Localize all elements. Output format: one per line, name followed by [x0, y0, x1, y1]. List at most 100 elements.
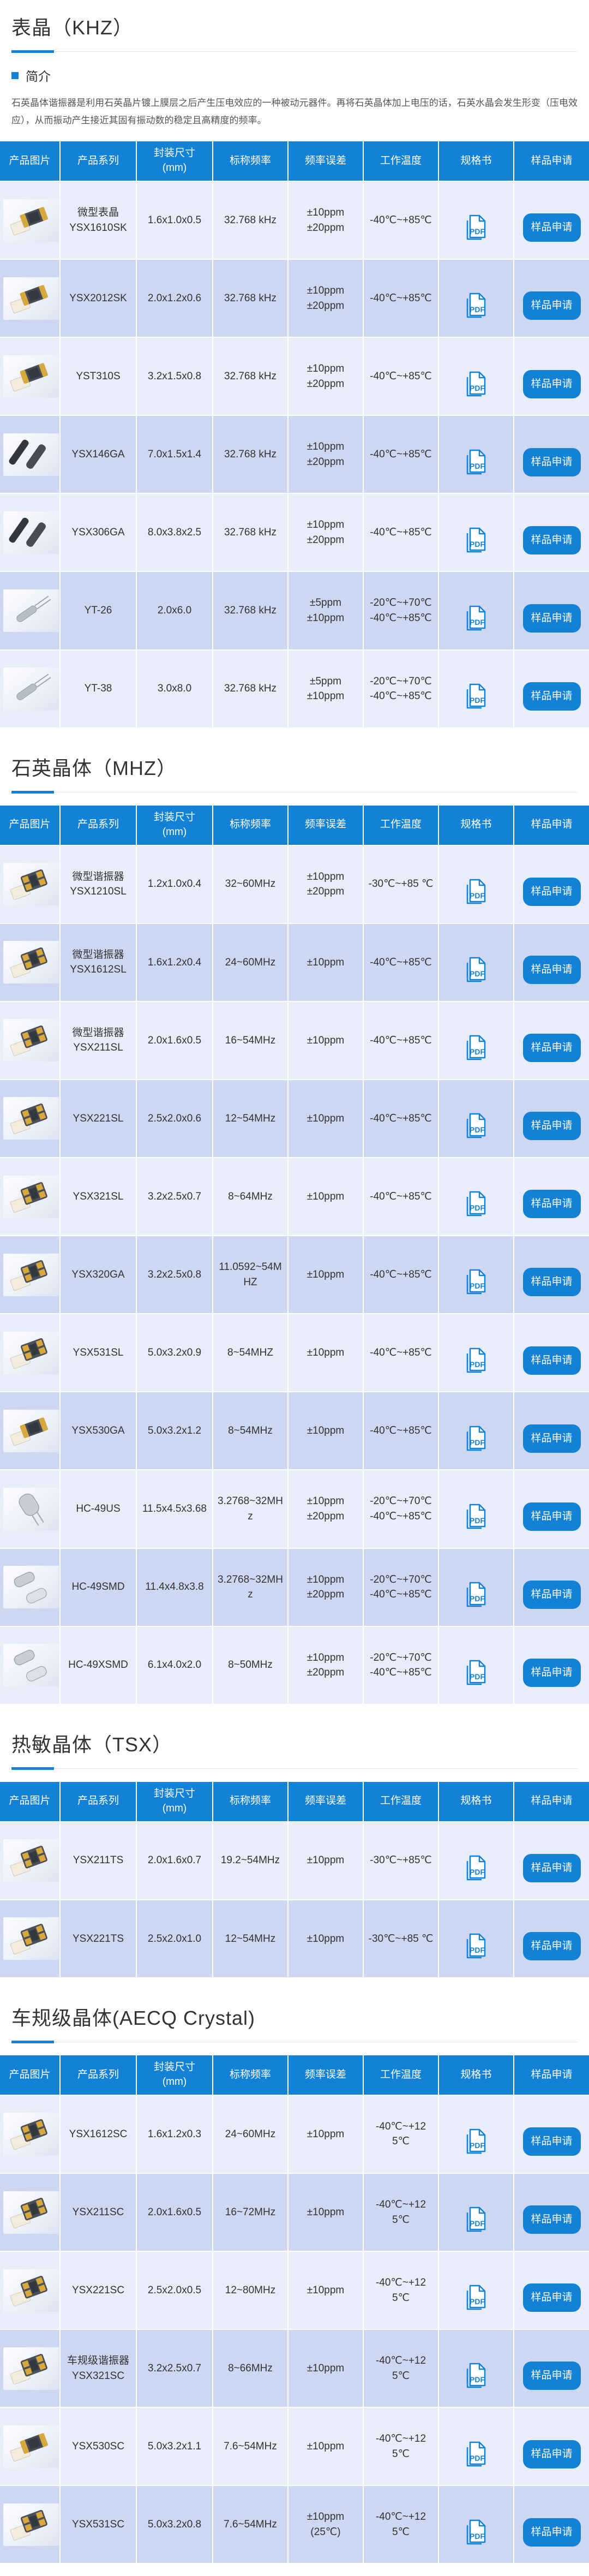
cell-sample-request: 样品申请 — [514, 1313, 589, 1392]
column-header: 样品申请 — [514, 1781, 589, 1821]
product-photo-tile — [3, 1331, 59, 1374]
sample-request-button[interactable]: 样品申请 — [522, 1658, 581, 1687]
cell-sample-request: 样品申请 — [514, 1235, 589, 1314]
product-photo — [10, 1338, 47, 1369]
pdf-icon[interactable]: PDF — [465, 371, 487, 397]
cell-nominal-frequency: 12~54MHz — [213, 1078, 289, 1158]
sample-request-button[interactable]: 样品申请 — [522, 1932, 581, 1961]
pdf-icon[interactable]: PDF — [465, 527, 487, 553]
cell-frequency-tolerance: ±10ppm — [289, 1157, 364, 1236]
sample-request-button[interactable]: 样品申请 — [522, 2283, 581, 2312]
sample-request-button[interactable]: 样品申请 — [522, 2440, 581, 2468]
pdf-icon-label: PDF — [470, 1946, 485, 1954]
pdf-icon[interactable]: PDF — [465, 2285, 487, 2311]
sample-request-button[interactable]: 样品申请 — [522, 1502, 581, 1531]
pdf-icon[interactable]: PDF — [465, 1660, 487, 1686]
divider-accent-bar — [11, 50, 54, 53]
sample-request-button[interactable]: 样品申请 — [522, 526, 581, 554]
column-header: 工作温度 — [364, 805, 439, 845]
cell-operating-temperature: -30℃~+85℃ — [364, 1821, 439, 1899]
product-photo-tile — [3, 1839, 59, 1882]
cell-product-image — [0, 1469, 61, 1548]
product-photo — [10, 1260, 47, 1291]
sample-request-button[interactable]: 样品申请 — [522, 1034, 581, 1063]
pdf-icon[interactable]: PDF — [465, 1933, 487, 1959]
pdf-icon[interactable]: PDF — [465, 1426, 487, 1452]
pdf-icon-label: PDF — [470, 1672, 485, 1681]
products-table: 产品图片 产品系列 封装尺寸 (mm) 标称频率 频率误差 工作温度 规格书 样品申请 — [0, 2055, 589, 2563]
product-photo-tile — [3, 511, 59, 554]
product-photo-tile — [3, 355, 59, 398]
table-header-row: 产品图片 产品系列 封装尺寸 (mm) 标称频率 频率误差 工作温度 规格书 样品申请 — [0, 2055, 589, 2095]
sample-request-button[interactable]: 样品申请 — [522, 2205, 581, 2234]
cell-sample-request: 样品申请 — [514, 1469, 589, 1548]
sample-request-button[interactable]: 样品申请 — [522, 369, 581, 398]
cell-package-size: 2.0x1.6x0.5 — [137, 1000, 213, 1079]
pdf-icon[interactable]: PDF — [465, 1113, 487, 1139]
sample-request-button[interactable]: 样品申请 — [522, 213, 581, 242]
pdf-icon[interactable]: PDF — [465, 1347, 487, 1374]
column-header: 频率误差 — [289, 2055, 364, 2095]
pdf-icon[interactable]: PDF — [465, 879, 487, 905]
sample-request-button[interactable]: 样品申请 — [522, 448, 581, 476]
pdf-icon[interactable]: PDF — [465, 2519, 487, 2545]
cell-product-image — [0, 1313, 61, 1392]
pdf-icon[interactable]: PDF — [465, 683, 487, 709]
sample-request-button[interactable]: 样品申请 — [522, 291, 581, 320]
pdf-icon[interactable]: PDF — [465, 957, 487, 983]
pdf-icon[interactable]: PDF — [465, 214, 487, 241]
product-photo-tile — [3, 1019, 59, 1062]
pdf-icon[interactable]: PDF — [465, 449, 487, 475]
sample-request-button[interactable]: 样品申请 — [522, 1424, 581, 1453]
cell-package-size: 2.0x1.2x0.6 — [137, 259, 213, 337]
cell-operating-temperature: -40℃~+85℃ — [364, 493, 439, 571]
sample-request-button[interactable]: 样品申请 — [522, 2127, 581, 2156]
cell-operating-temperature: -20℃~+70℃ -40℃~+85℃ — [364, 649, 439, 728]
cell-datasheet: PDF — [439, 2251, 514, 2329]
product-section: 热敏晶体（TSX） 产品图片 产品系列 封装尺寸 (mm) 标称频率 频率误差 工作温度规… — [0, 1733, 589, 1977]
pdf-icon[interactable]: PDF — [465, 2207, 487, 2233]
pdf-icon[interactable]: PDF — [465, 2128, 487, 2155]
sample-request-button[interactable]: 样品申请 — [522, 2518, 581, 2547]
pdf-icon-label: PDF — [470, 2141, 485, 2150]
pdf-icon[interactable]: PDF — [465, 1582, 487, 1608]
sample-request-button[interactable]: 样品申请 — [522, 1580, 581, 1609]
pdf-icon[interactable]: PDF — [465, 293, 487, 319]
cell-product-series: 微型谐振器 YSX1210SL — [61, 844, 137, 923]
sample-request-button[interactable]: 样品申请 — [522, 1268, 581, 1297]
table-row: YSX530GA 5.0x3.2x1.2 8~54MHz ±10ppm -40℃… — [0, 1391, 589, 1470]
sample-request-button[interactable]: 样品申请 — [522, 877, 581, 906]
sample-request-button[interactable]: 样品申请 — [522, 1854, 581, 1882]
sample-request-button[interactable]: 样品申请 — [522, 682, 581, 711]
sample-request-button[interactable]: 样品申请 — [522, 1112, 581, 1141]
cell-sample-request: 样品申请 — [514, 337, 589, 415]
pdf-icon[interactable]: PDF — [465, 1855, 487, 1881]
pdf-icon[interactable]: PDF — [465, 1035, 487, 1061]
pdf-icon[interactable]: PDF — [465, 605, 487, 631]
sample-request-button[interactable]: 样品申请 — [522, 604, 581, 633]
sample-request-button[interactable]: 样品申请 — [522, 1190, 581, 1219]
pdf-icon-label: PDF — [470, 384, 485, 392]
cell-product-series: HC-49XSMD — [61, 1625, 137, 1704]
sample-request-button[interactable]: 样品申请 — [522, 1346, 581, 1375]
pdf-icon[interactable]: PDF — [465, 2441, 487, 2467]
column-header: 产品图片 — [0, 2055, 61, 2095]
cell-frequency-tolerance: ±10ppm — [289, 922, 364, 1001]
product-photo — [9, 439, 46, 469]
sample-request-button[interactable]: 样品申请 — [522, 2362, 581, 2390]
cell-package-size: 3.2x2.5x0.7 — [137, 2329, 213, 2407]
cell-operating-temperature: -40℃~+125℃ — [364, 2329, 439, 2407]
pdf-icon-label: PDF — [470, 305, 485, 314]
pdf-icon[interactable]: PDF — [465, 1504, 487, 1530]
pdf-icon-label: PDF — [470, 1516, 485, 1525]
cell-frequency-tolerance: ±10ppm ±20ppm — [289, 844, 364, 923]
cell-datasheet: PDF — [439, 1625, 514, 1704]
cell-datasheet: PDF — [439, 1000, 514, 1079]
cell-nominal-frequency: 32~60MHz — [213, 844, 289, 923]
intro-label: 简介 — [26, 69, 51, 84]
pdf-icon[interactable]: PDF — [465, 1191, 487, 1217]
column-header: 标称频率 — [213, 805, 289, 845]
pdf-icon[interactable]: PDF — [465, 2363, 487, 2389]
sample-request-button[interactable]: 样品申请 — [522, 956, 581, 985]
pdf-icon[interactable]: PDF — [465, 1269, 487, 1295]
